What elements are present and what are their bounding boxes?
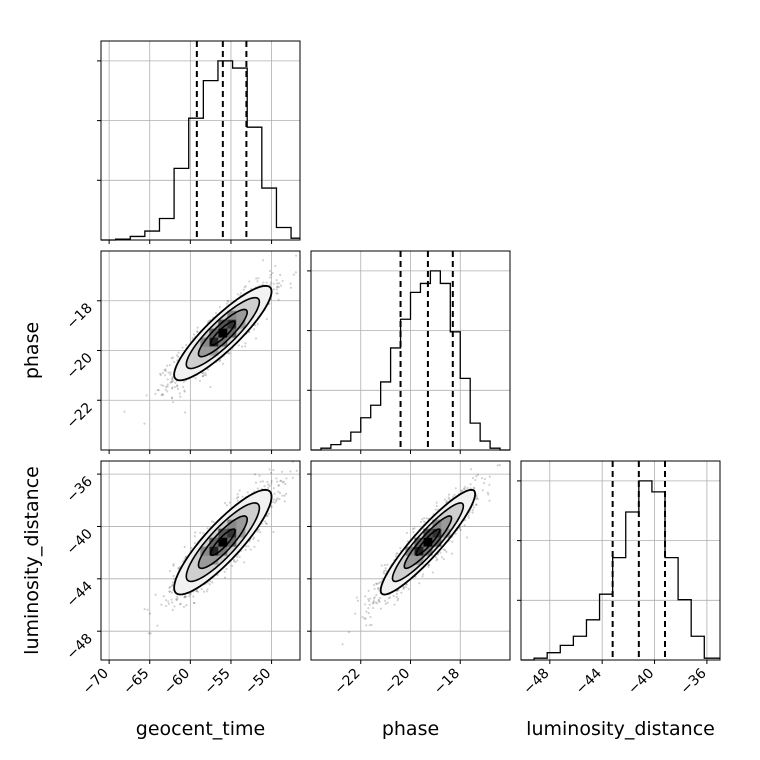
panel-frame — [520, 460, 721, 661]
x-axis-label-luminosity_distance: luminosity_distance — [526, 718, 715, 740]
panel-frame — [100, 40, 301, 241]
y-tick-label-luminosity_distance: −36 — [64, 474, 96, 506]
y-tick-label-luminosity_distance: −44 — [64, 578, 96, 610]
y-tick-label-phase: −18 — [64, 300, 96, 332]
x-tick-label-luminosity_distance: −44 — [573, 665, 605, 697]
panel-content — [123, 254, 300, 425]
histogram-geocent_time — [97, 40, 301, 241]
contour-line-0 — [173, 488, 273, 596]
y-axis-label-phase: phase — [21, 322, 43, 379]
x-tick-label-geocent_time: −65 — [120, 666, 152, 698]
x-axis-label-geocent_time: geocent_time — [136, 718, 265, 740]
contour-line-1 — [391, 502, 465, 583]
histogram-luminosity_distance — [517, 460, 721, 661]
contour-line-2 — [197, 308, 249, 358]
contour-line-2 — [403, 515, 453, 570]
2d-panel-geocent_time-phase — [100, 250, 301, 451]
y-tick-label-phase: −20 — [64, 350, 96, 382]
x-tick-label-geocent_time: −50 — [242, 666, 274, 698]
histogram-step-geocent_time — [101, 60, 300, 241]
x-tick-label-luminosity_distance: −40 — [625, 666, 657, 698]
x-tick-label-luminosity_distance: −36 — [678, 665, 710, 697]
x-tick-label-luminosity_distance: −48 — [520, 666, 552, 698]
x-tick-label-geocent_time: −70 — [80, 666, 112, 698]
histogram-step-phase — [311, 270, 510, 451]
contour-line-1 — [185, 296, 261, 370]
contour-line-3 — [209, 320, 236, 346]
panel-frame — [100, 460, 301, 661]
2d-panel-geocent_time-luminosity_distance — [100, 460, 301, 661]
x-axis-label-phase: phase — [382, 718, 439, 740]
panel-content — [341, 463, 502, 646]
y-tick-label-phase: −22 — [64, 400, 96, 432]
y-tick-label-luminosity_distance: −48 — [64, 631, 96, 663]
histogram-phase — [307, 250, 511, 451]
histogram-step-luminosity_distance — [521, 480, 720, 661]
y-axis-label-luminosity_distance: luminosity_distance — [21, 466, 43, 655]
x-tick-label-geocent_time: −60 — [161, 666, 193, 698]
contour-line-1 — [185, 502, 261, 583]
panel-content — [143, 461, 298, 635]
contour-line-2 — [197, 515, 249, 570]
contour-line-0 — [379, 488, 477, 596]
x-tick-label-phase: −22 — [331, 666, 363, 698]
x-tick-label-phase: −18 — [431, 666, 463, 698]
contour-line-3 — [415, 528, 441, 557]
contour-line-0 — [173, 284, 273, 382]
x-tick-label-phase: −20 — [381, 666, 413, 698]
x-tick-label-geocent_time: −55 — [202, 666, 234, 698]
y-tick-label-luminosity_distance: −40 — [64, 526, 96, 558]
contour-line-3 — [209, 528, 236, 557]
2d-panel-phase-luminosity_distance — [310, 460, 511, 661]
